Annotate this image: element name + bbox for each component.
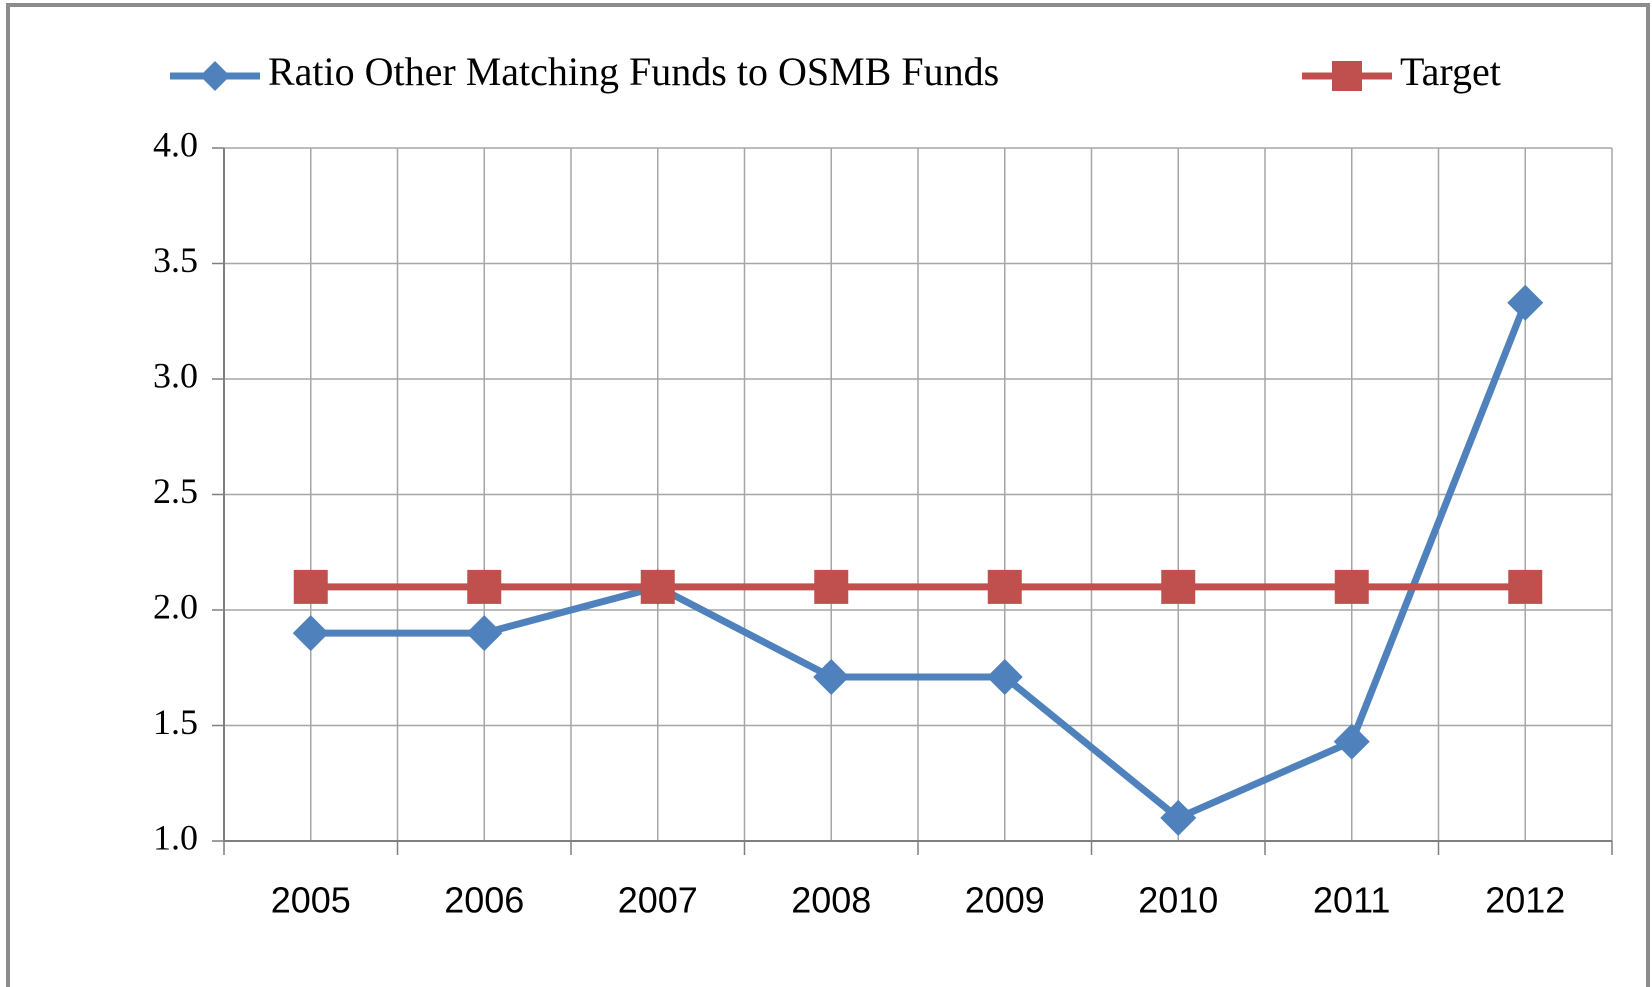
marker (640, 569, 675, 604)
legend-label: Target (1400, 49, 1501, 94)
marker (1334, 569, 1369, 604)
x-tick-label: 2008 (791, 880, 871, 921)
x-tick-label: 2011 (1313, 880, 1390, 921)
x-tick-label: 2006 (444, 880, 524, 921)
y-tick-label: 3.0 (153, 355, 198, 395)
y-tick-label: 2.0 (153, 586, 198, 626)
legend-label: Ratio Other Matching Funds to OSMB Funds (268, 49, 999, 94)
marker (293, 569, 328, 604)
y-tick-label: 1.0 (153, 817, 198, 857)
marker (1160, 799, 1197, 836)
marker (466, 615, 503, 652)
x-tick-label: 2010 (1138, 880, 1218, 921)
marker (292, 615, 329, 652)
x-tick-label: 2007 (618, 880, 698, 921)
marker (986, 658, 1023, 695)
marker (1333, 723, 1370, 760)
x-tick-label: 2012 (1485, 880, 1565, 921)
y-tick-label: 2.5 (153, 471, 198, 511)
marker (813, 658, 850, 695)
legend-marker (1332, 61, 1362, 91)
marker (1508, 569, 1543, 604)
marker (467, 569, 502, 604)
marker (1507, 284, 1544, 321)
marker (814, 569, 849, 604)
y-tick-label: 1.5 (153, 702, 198, 742)
x-tick-label: 2009 (965, 880, 1045, 921)
legend-marker (200, 61, 230, 91)
chart-frame (6, 3, 1650, 987)
marker (1161, 569, 1196, 604)
x-tick-label: 2005 (271, 880, 351, 921)
marker (987, 569, 1022, 604)
y-tick-label: 4.0 (153, 124, 198, 164)
series-line (310, 301, 1529, 822)
y-tick-label: 3.5 (153, 240, 198, 280)
